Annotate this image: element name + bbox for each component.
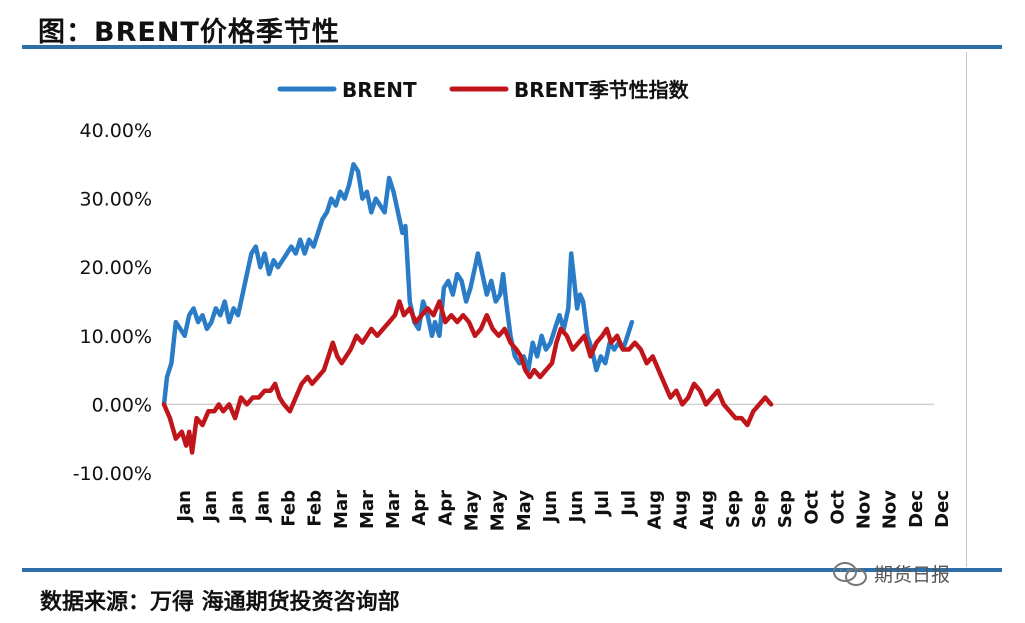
data-source-note: 数据来源：万得 海通期货投资咨询部 [40,590,400,615]
x-tick-label: Jan [226,490,247,524]
x-tick-label: Sep [749,490,770,528]
x-tick-label: Jun [540,490,561,524]
series-line-brent [161,162,635,407]
legend-brent-label: BRENT [342,78,417,102]
y-tick-label: 30.00% [80,189,152,211]
line-chart: -10.00%0.00%10.00%20.00%30.00%40.00%Jan J… [73,78,953,532]
y-tick-label: 40.00% [80,120,152,142]
x-tick-label: Mar [383,490,404,529]
x-tick-label: Apr [435,490,456,526]
x-tick-label: Jul [618,490,639,518]
x-tick-label: Sep [775,490,796,528]
y-tick-label: 0.00% [92,394,152,416]
x-tick-label: Feb [305,490,326,527]
x-tick-label: Jan [252,490,273,524]
x-tick-label: Mar [357,490,378,529]
chart-title: 图：BRENT价格季节性 [38,17,340,48]
x-tick-label: Aug [697,490,718,530]
x-tick-label: May [488,490,509,532]
x-tick-label: Nov [880,490,901,529]
chart-frame: -10.00% 0.00% 10.00% 20.00% 30.00% 40.00% Jan J… [22,52,967,567]
y-tick-label: -10.00% [73,463,152,485]
x-tick-label: Jan [174,490,195,524]
x-tick-label: May [462,490,483,532]
x-tick-label: Mar [331,490,352,529]
x-tick-label: Aug [644,490,665,530]
legend-seasonal-index-label: BRENT季节性指数 [514,78,690,102]
footer-divider [22,568,1002,572]
x-tick-label: Nov [854,490,875,529]
x-tick-label: Oct [801,490,822,525]
title-divider [22,45,1002,49]
y-tick-label: 10.00% [80,326,152,348]
x-tick-label: Apr [409,490,430,526]
y-tick-label: 20.00% [80,257,152,279]
wechat-icon [833,561,867,586]
x-tick-label: Dec [906,490,927,528]
x-tick-label: Aug [671,490,692,530]
watermark: 期货日报 [832,560,950,587]
x-tick-label: Jun [566,490,587,524]
watermark-text: 期货日报 [874,564,951,586]
x-tick-label: Jan [200,490,221,524]
x-tick-label: Sep [723,490,744,528]
x-tick-label: Dec [932,490,953,528]
series-line-seasonal-index [161,299,774,455]
x-tick-label: May [514,490,535,532]
x-tick-label: Feb [279,490,300,527]
x-tick-label: Jul [592,490,613,518]
x-tick-label: Oct [827,490,848,525]
